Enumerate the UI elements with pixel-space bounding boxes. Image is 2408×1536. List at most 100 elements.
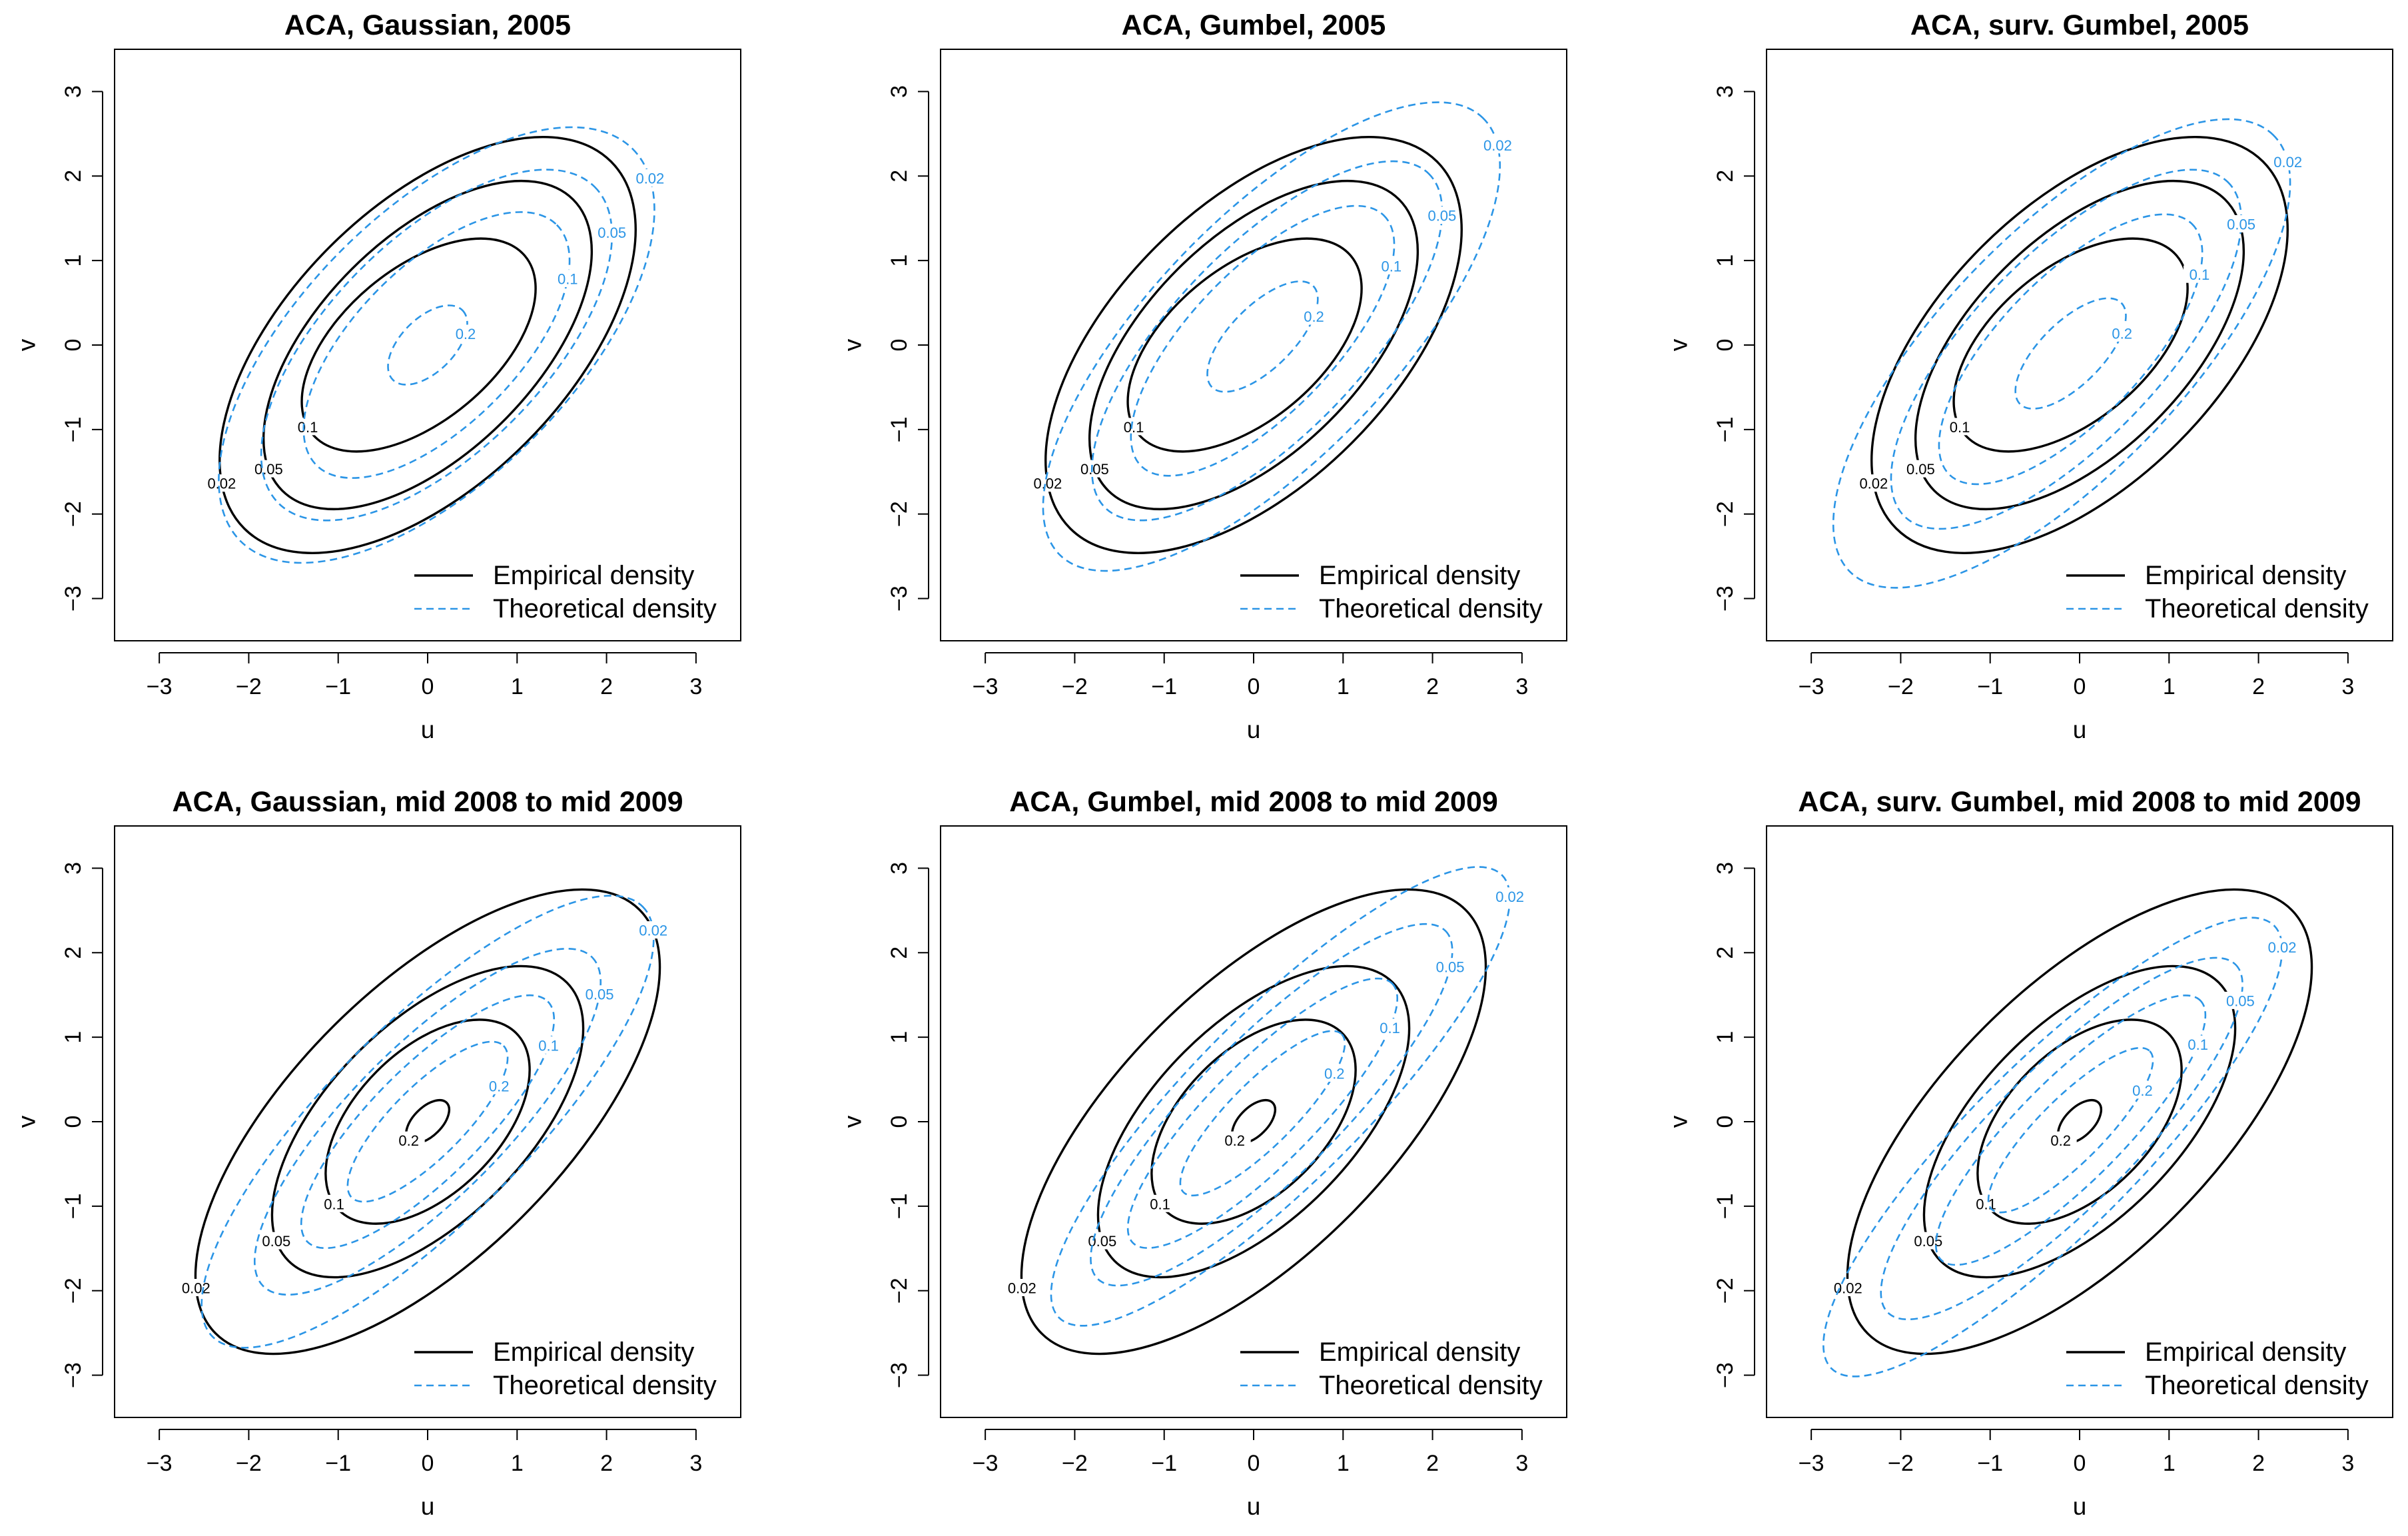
empirical-contour-0.02 [194, 888, 661, 1355]
empirical-contour-0.1 [300, 237, 537, 453]
x-tick-label: 2 [600, 1451, 613, 1476]
legend-theoretical-label: Theoretical density [493, 1371, 717, 1400]
theoretical-contour-label: 0.2 [2132, 1082, 2153, 1099]
x-tick-label: −1 [1977, 674, 2003, 699]
theoretical-contour-0.05 [1090, 923, 1453, 1287]
y-tick-label: −2 [887, 1278, 912, 1304]
y-tick-label: 0 [1713, 339, 1738, 352]
theoretical-contour-label: 0.02 [1495, 889, 1524, 905]
theoretical-contour-label: 0.2 [1304, 308, 1324, 325]
y-tick-label: 2 [61, 170, 86, 183]
theoretical-contour-0.02 [201, 895, 655, 1349]
y-tick-label: −2 [1713, 501, 1738, 527]
x-tick-label: −1 [325, 674, 351, 699]
legend: Empirical density Theoretical density [1240, 1338, 1543, 1400]
x-axis-label: u [2073, 716, 2087, 743]
y-axis-label: v [839, 338, 867, 351]
theoretical-contour-0.2 [387, 304, 468, 386]
contour-label-bg [1425, 206, 1458, 224]
y-tick-label: −3 [61, 585, 86, 611]
theoretical-contour-label: 0.1 [1381, 258, 1402, 275]
x-tick-label: −1 [1977, 1451, 2003, 1476]
y-tick-label: 1 [1713, 254, 1738, 267]
plot-frame [114, 49, 741, 641]
contour-label-bg [449, 324, 482, 342]
y-tick-label: −1 [1713, 416, 1738, 442]
empirical-contour-0.02 [1044, 136, 1463, 554]
contour-label-bg [2183, 265, 2215, 283]
empirical-contour-label: 0.1 [1950, 419, 1970, 436]
x-tick-label: 3 [2341, 674, 2354, 699]
empirical-contour-label: 0.02 [1859, 476, 1888, 492]
y-tick-label: −3 [1713, 585, 1738, 611]
contour-label-bg [1375, 257, 1407, 275]
contour-label-bg [483, 1076, 516, 1094]
theoretical-contour-label: 0.05 [2226, 992, 2255, 1009]
empirical-contour-0.05 [262, 179, 594, 511]
contour-area: 0.020.050.10.20.020.050.10.2 [1822, 888, 2313, 1377]
contour-label-bg [260, 1232, 292, 1250]
panel-5: ACA, Gumbel, mid 2008 to mid 2009 −3 −2 −1 0… [839, 786, 1567, 1520]
x-tick-label: 3 [689, 1451, 702, 1476]
x-tick-label: −2 [1888, 674, 1914, 699]
theoretical-contour-0.02 [1042, 101, 1501, 572]
y-tick-label: 1 [887, 254, 912, 267]
x-tick-label: 1 [1337, 674, 1350, 699]
empirical-contour-label: 0.05 [262, 1233, 290, 1250]
empirical-contour-label: 0.05 [1080, 461, 1109, 478]
empirical-contour-0.1 [1150, 1018, 1357, 1225]
y-tick-label: 3 [1713, 862, 1738, 875]
contour-label-bg [1970, 1194, 2002, 1212]
panel-title: ACA, Gumbel, mid 2008 to mid 2009 [1009, 786, 1498, 818]
x-tick-label: −2 [1062, 1451, 1088, 1476]
x-tick-label: 3 [2341, 1451, 2354, 1476]
x-tick-label: 1 [2163, 1451, 2176, 1476]
contour-area: 0.02 0.05 0.1 0.02 0.05 0.1 0.2 [1031, 101, 1514, 572]
x-tick-label: 1 [1337, 1451, 1350, 1476]
contour-label-bg [633, 169, 666, 187]
theoretical-contour-label: 0.2 [489, 1078, 510, 1094]
panel-6: ACA, surv. Gumbel, mid 2008 to mid 2009 −… [1665, 786, 2393, 1520]
theoretical-contour-0.02 [1822, 917, 2283, 1377]
y-tick-label: −1 [61, 416, 86, 442]
contour-label-bg [1218, 1131, 1251, 1149]
empirical-contour-0.05 [1922, 964, 2237, 1279]
x-tick-label: 3 [689, 674, 702, 699]
empirical-contour-label: 0.1 [324, 1196, 344, 1212]
theoretical-contour-label: 0.05 [1427, 208, 1456, 224]
theoretical-contour-label: 0.02 [1483, 137, 1512, 154]
contour-label-bg [584, 985, 616, 1003]
y-axis-label: v [13, 338, 41, 351]
empirical-contour-label: 0.02 [1834, 1280, 1862, 1296]
y-tick-label: 0 [1713, 1116, 1738, 1128]
contour-label-bg [1904, 460, 1937, 478]
x-tick-label: −2 [1888, 1451, 1914, 1476]
theoretical-contour-label: 0.1 [538, 1037, 559, 1054]
theoretical-contour-0.1 [1130, 204, 1396, 477]
y-tick-label: 3 [1713, 85, 1738, 98]
x-tick-label: 0 [422, 1451, 434, 1476]
y-tick-label: 2 [1713, 947, 1738, 959]
theoretical-contour-0.1 [300, 994, 556, 1250]
y-tick-label: −3 [1713, 1362, 1738, 1388]
theoretical-contour-label: 0.1 [2188, 1036, 2208, 1053]
panel-title: ACA, Gaussian, mid 2008 to mid 2009 [172, 786, 683, 818]
theoretical-contour-0.05 [1890, 169, 2243, 530]
x-tick-label: 3 [1515, 674, 1528, 699]
contour-label-bg [1144, 1194, 1176, 1212]
x-tick-label: 2 [2252, 674, 2265, 699]
contour-area: 0.020.050.10.20.020.050.10.2 [1006, 866, 1526, 1355]
panel-title: ACA, Gaussian, 2005 [284, 9, 571, 41]
theoretical-contour-label: 0.2 [1324, 1066, 1345, 1082]
plot-frame [1766, 49, 2393, 641]
empirical-contour-label: 0.2 [398, 1132, 419, 1149]
theoretical-contour-0.2 [1206, 280, 1319, 393]
x-tick-label: 2 [1426, 674, 1439, 699]
theoretical-contour-0.05 [253, 947, 602, 1296]
contour-label-bg [1374, 1018, 1406, 1036]
y-tick-label: 2 [1713, 170, 1738, 183]
theoretical-contour-label: 0.1 [558, 271, 578, 288]
contour-label-bg [205, 474, 238, 492]
contour-area: 0.02 0.05 0.1 0.02 0.05 0.1 0.2 [1832, 118, 2304, 589]
contour-label-bg [2271, 153, 2304, 171]
